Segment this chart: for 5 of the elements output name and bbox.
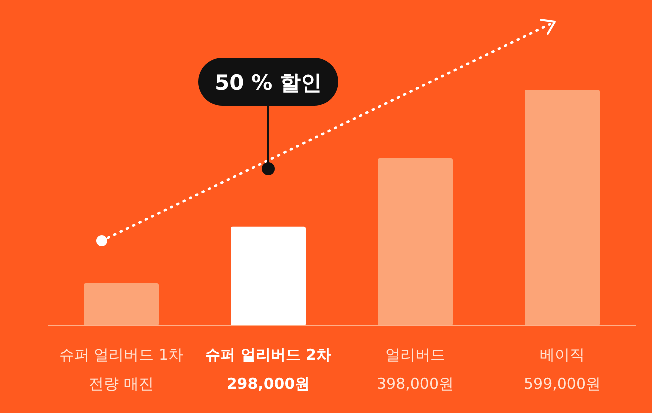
x-tick-label: 얼리버드 398,000원 [376, 346, 454, 393]
x-tick-label: 슈퍼 얼리버드 1차 전량 매진 [59, 346, 184, 393]
annotation: 50 % 할인 [215, 71, 322, 95]
x-tick-label: 베이직 599,000원 [524, 346, 602, 393]
x-tick-label: 슈퍼 얼리버드 2차 298,000원 [206, 346, 332, 393]
